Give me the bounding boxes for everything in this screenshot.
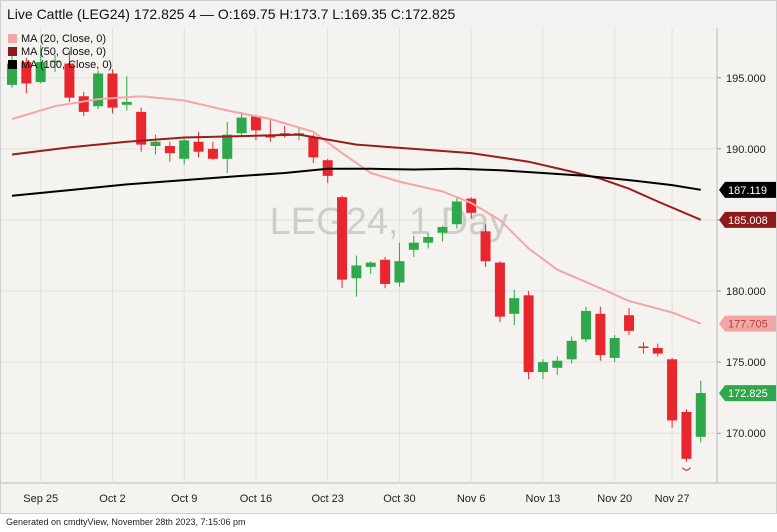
chart-legend: MA (20, Close, 0) MA (50, Close, 0) MA (… [8,32,112,71]
candle-body[interactable] [222,134,233,159]
candle-body[interactable] [494,262,505,317]
low-marker-icon [681,467,691,471]
candle-body[interactable] [652,347,663,354]
x-tick-label: Oct 30 [383,493,415,505]
x-tick-label: Oct 9 [171,493,197,505]
candle-body[interactable] [537,362,548,373]
candle-body[interactable] [609,337,620,358]
candle-body[interactable] [351,265,362,279]
candle-body[interactable] [408,242,419,250]
candle-body[interactable] [164,146,175,154]
x-tick-label: Sep 25 [23,493,58,505]
candle-body[interactable] [207,148,218,159]
candle-body[interactable] [566,340,577,360]
candle-body[interactable] [423,237,434,243]
legend-label: MA (100, Close, 0) [21,58,113,71]
candle-body[interactable] [380,259,391,284]
chart-area[interactable]: 195.000190.000185.000180.000175.000170.0… [0,28,777,513]
y-tick-label: 195.000 [726,73,766,85]
x-tick-label: Oct 2 [99,493,125,505]
price-label: 185.008 [728,215,768,227]
legend-label: MA (50, Close, 0) [21,45,106,58]
legend-swatch [8,34,17,43]
y-tick-label: 175.000 [726,357,766,369]
legend-label: MA (20, Close, 0) [21,32,106,45]
candlestick-chart[interactable]: 195.000190.000185.000180.000175.000170.0… [1,28,776,513]
candle-body[interactable] [595,313,606,356]
candle-body[interactable] [638,346,649,349]
price-label: 187.119 [728,185,767,197]
candle-body[interactable] [7,63,17,85]
candle-body[interactable] [337,197,348,280]
candle-body[interactable] [236,117,247,134]
price-label-tag [719,181,776,198]
y-tick-label: 190.000 [726,144,766,156]
ma-line-100 [11,167,701,197]
candle-body[interactable] [581,310,591,340]
ma-line-50 [11,133,702,221]
candle-body[interactable] [624,315,635,331]
candle-body[interactable] [308,137,319,158]
candle-body[interactable] [279,133,290,135]
candle-body[interactable] [394,261,405,283]
candle-body[interactable] [93,73,104,107]
footer-text: Generated on cmdtyView, November 28th 20… [6,517,246,527]
price-label: 177.705 [728,319,768,331]
chart-footer: Generated on cmdtyView, November 28th 20… [0,513,777,532]
price-label-tag [719,385,776,402]
x-tick-label: Nov 6 [457,493,486,505]
candle-body[interactable] [35,62,46,83]
candle-body[interactable] [107,73,118,108]
ma-line-20 [11,95,702,325]
candle-body[interactable] [552,360,563,368]
x-tick-label: Oct 23 [311,493,343,505]
candle-body[interactable] [21,62,32,84]
x-tick-label: Oct 16 [240,493,272,505]
candle-body[interactable] [681,411,692,459]
price-label-tag [719,315,776,332]
candle-body[interactable] [523,295,534,373]
candle-body[interactable] [480,231,491,262]
chart-header: Live Cattle (LEG24) 172.825 4 — O:169.75… [0,0,777,29]
legend-swatch [8,60,17,69]
candle-body[interactable] [667,359,678,421]
price-label-tag [719,211,776,228]
legend-swatch [8,47,17,56]
candle-body[interactable] [121,101,132,105]
candle-body[interactable] [193,141,204,152]
legend-item-ma100[interactable]: MA (100, Close, 0) [8,58,112,71]
candle-body[interactable] [136,111,147,145]
candle-body[interactable] [437,227,448,233]
x-tick-label: Nov 27 [655,493,690,505]
candle-body[interactable] [250,116,261,131]
legend-item-ma20[interactable]: MA (20, Close, 0) [8,32,112,45]
x-tick-label: Nov 13 [526,493,561,505]
candle-body[interactable] [365,262,376,267]
candle-body[interactable] [150,141,161,147]
candle-body[interactable] [78,96,89,112]
candle-body[interactable] [695,393,706,437]
candle-body[interactable] [451,201,462,225]
plot-background [1,28,717,483]
x-tick-label: Nov 20 [597,493,632,505]
candle-body[interactable] [50,60,61,63]
chart-title: Live Cattle (LEG24) 172.825 4 — O:169.75… [7,6,456,22]
y-tick-label: 180.000 [726,286,766,298]
candle-body[interactable] [179,140,190,159]
candle-body[interactable] [64,63,75,98]
y-tick-label: 170.000 [726,428,766,440]
legend-item-ma50[interactable]: MA (50, Close, 0) [8,45,112,58]
candle-body[interactable] [509,298,520,314]
price-label: 172.825 [728,388,768,400]
candle-body[interactable] [466,198,477,213]
